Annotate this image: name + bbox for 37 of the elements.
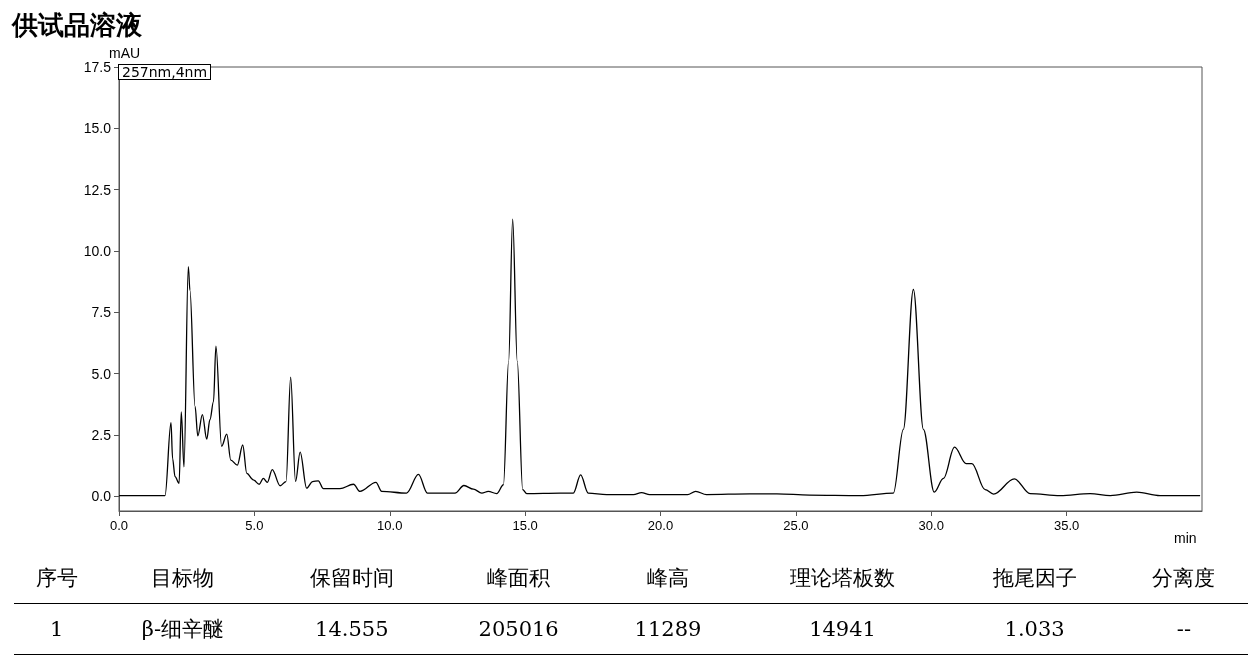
- text: 峰面积: [486, 565, 552, 592]
- y-tick-label: 2.5: [91, 426, 112, 443]
- y-tick-label: 10.0: [83, 242, 112, 259]
- text: 理论塔板数: [789, 565, 897, 592]
- y-tick-label: 17.5: [83, 59, 112, 75]
- x-tick-label: 5.0: [245, 518, 264, 533]
- x-tick-label: 30.0: [918, 518, 944, 533]
- y-tick-label: 12.5: [83, 181, 112, 198]
- y-tick-label: 5.0: [91, 365, 112, 382]
- x-tick-label: 0.0: [109, 518, 129, 533]
- text: β-细辛醚: [99, 603, 267, 655]
- text: 14941: [735, 603, 950, 655]
- text: 205016: [437, 603, 601, 655]
- x-tick-label: 35.0: [1053, 518, 1080, 533]
- annotation: 257nm,4nm: [118, 64, 212, 80]
- text: 序号: [34, 565, 79, 592]
- text: 峰高: [645, 565, 690, 592]
- text: 目标物: [150, 565, 216, 592]
- text: 保留时间: [308, 565, 395, 592]
- text: 11289: [600, 603, 736, 655]
- chart-title: 供试品溶液: [12, 9, 142, 42]
- x-axis-title: min: [1174, 530, 1197, 546]
- x-tick-label: 15.0: [512, 518, 538, 533]
- x-tick-label: 10.0: [377, 518, 403, 533]
- text: --: [1119, 603, 1248, 655]
- text: 分离度: [1151, 565, 1217, 592]
- text: 1: [14, 603, 100, 655]
- text: 14.555: [266, 603, 438, 655]
- x-tick-label: 25.0: [783, 518, 809, 533]
- x-tick-label: 20.0: [647, 518, 674, 533]
- y-tick-label: 15.0: [83, 120, 112, 137]
- line-series: [118, 218, 1201, 497]
- text: 1.033: [949, 603, 1120, 655]
- y-axis-title: mAU: [109, 45, 141, 62]
- y-tick-label: 0.0: [91, 488, 112, 505]
- y-tick-label: 7.5: [91, 304, 112, 321]
- text: 拖尾因子: [991, 565, 1078, 592]
